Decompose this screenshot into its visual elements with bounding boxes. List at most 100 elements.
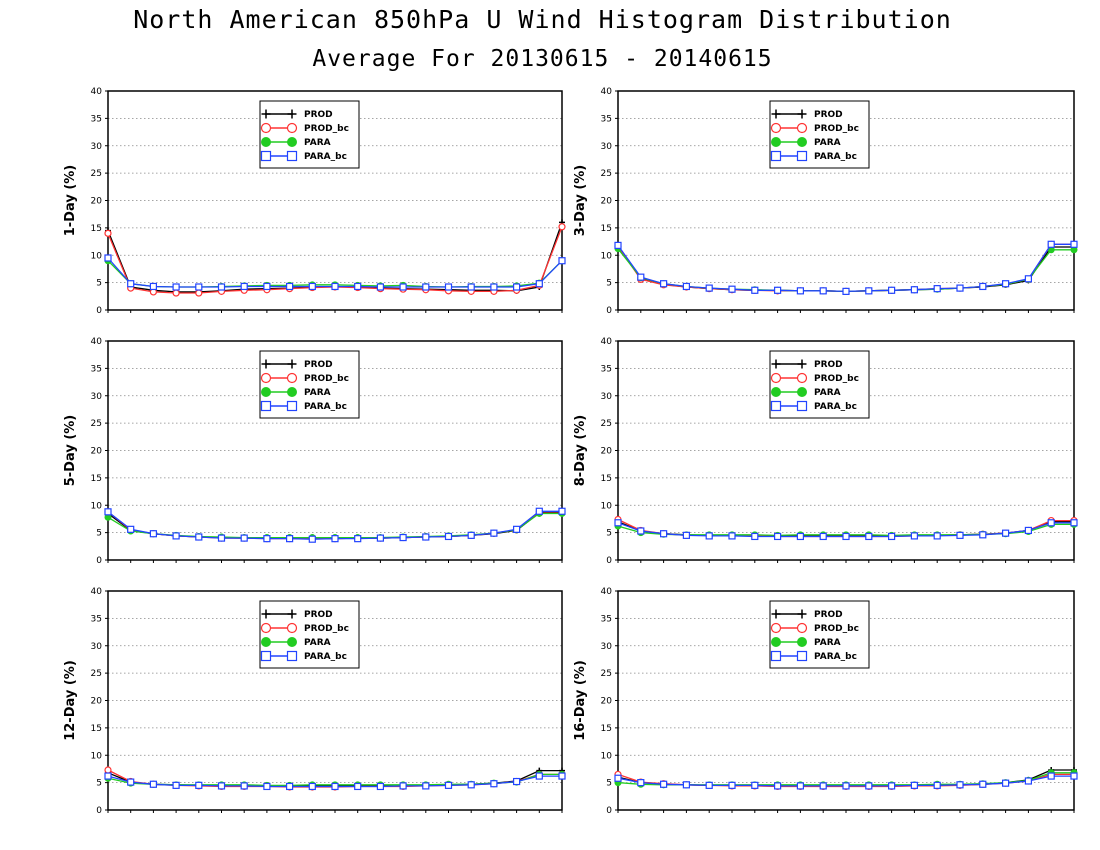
data-point xyxy=(354,535,362,543)
legend-marker xyxy=(287,359,297,369)
data-point xyxy=(956,284,964,292)
y-tick-label: 35 xyxy=(91,614,102,624)
legend-entry: PROD_bc xyxy=(304,124,349,134)
legend: PROD PROD_bc PARA PARA_bc xyxy=(259,100,360,169)
legend-marker xyxy=(260,150,272,162)
data-point xyxy=(217,283,226,291)
plot-frame xyxy=(107,340,563,561)
series-para-bc xyxy=(614,240,1078,295)
legend-marker xyxy=(261,137,271,147)
y-axis-label: 12-Day (%) xyxy=(63,660,78,741)
data-point xyxy=(796,287,805,295)
legend-marker xyxy=(286,372,298,384)
plot-frame xyxy=(107,590,563,811)
data-point xyxy=(263,782,271,791)
legend-marker xyxy=(771,637,781,647)
y-tick-label: 10 xyxy=(601,501,613,511)
legend-marker xyxy=(287,137,297,147)
chart-panel-5: 0 5 10 15 20 25 30 35 40 12-Day (%) PROD PROD_bc PAR… xyxy=(63,587,566,816)
legend-marker xyxy=(286,400,298,412)
chart-panel-2: 0 5 10 15 20 25 30 35 40 3-Day (%) PROD PROD_bc PARA… xyxy=(573,87,1078,316)
legend-box xyxy=(769,100,870,169)
data-point xyxy=(751,781,759,789)
y-tick-label: 5 xyxy=(606,279,612,289)
data-point xyxy=(127,280,135,288)
data-point xyxy=(659,780,668,788)
data-point xyxy=(887,782,896,790)
data-point xyxy=(104,766,112,774)
data-point xyxy=(728,285,736,293)
legend-marker xyxy=(771,387,781,397)
data-point xyxy=(1047,772,1055,780)
y-tick-label: 15 xyxy=(91,724,102,734)
data-point xyxy=(490,780,498,788)
data-point xyxy=(172,532,180,540)
data-point xyxy=(308,282,316,291)
y-axis-label: 5-Day (%) xyxy=(63,415,78,487)
data-point xyxy=(1001,529,1010,537)
legend-box xyxy=(769,600,870,669)
data-point xyxy=(490,529,498,537)
data-point xyxy=(399,283,407,291)
data-point xyxy=(104,254,112,262)
data-point xyxy=(1024,275,1033,283)
data-point xyxy=(865,287,873,295)
y-tick-label: 20 xyxy=(91,447,103,457)
data-point xyxy=(172,781,180,789)
y-tick-label: 40 xyxy=(91,87,103,97)
data-point xyxy=(614,519,622,527)
data-point xyxy=(422,782,430,790)
data-point xyxy=(910,532,919,540)
data-point xyxy=(331,535,339,543)
legend-box xyxy=(259,600,360,669)
data-point xyxy=(376,782,384,791)
data-point xyxy=(637,779,645,787)
data-point xyxy=(1024,777,1033,785)
data-point xyxy=(956,781,964,789)
y-tick-label: 15 xyxy=(91,474,102,484)
legend-marker xyxy=(287,609,297,619)
plot-frame xyxy=(617,340,1075,561)
legend-box xyxy=(259,100,360,169)
data-point xyxy=(331,282,339,291)
data-point xyxy=(1047,519,1055,527)
y-tick-label: 25 xyxy=(601,669,612,679)
legend-marker xyxy=(260,622,272,634)
data-point xyxy=(682,781,691,789)
data-point xyxy=(286,282,294,291)
data-point xyxy=(751,286,759,294)
y-tick-label: 30 xyxy=(601,142,613,152)
y-tick-label: 25 xyxy=(91,169,102,179)
legend-marker xyxy=(797,109,807,119)
y-tick-label: 15 xyxy=(601,224,612,234)
y-tick-label: 40 xyxy=(601,587,613,597)
data-point xyxy=(933,532,941,540)
legend-marker xyxy=(770,622,782,634)
legend-entry: PROD xyxy=(814,610,843,620)
legend-marker xyxy=(260,122,272,134)
legend-entry: PARA_bc xyxy=(304,652,347,662)
legend-entry: PARA xyxy=(304,138,331,148)
chart-title: North American 850hPa U Wind Histogram D… xyxy=(133,5,952,34)
data-point xyxy=(240,782,248,790)
data-point xyxy=(467,781,475,789)
series-para-bc xyxy=(104,507,566,543)
y-tick-label: 10 xyxy=(601,251,613,261)
y-tick-label: 5 xyxy=(96,779,102,789)
data-point xyxy=(682,282,691,291)
chart-panel-3: 0 5 10 15 20 25 30 35 40 5-Day (%) PROD PROD_bc PARA… xyxy=(63,337,566,566)
data-point xyxy=(728,532,736,540)
legend: PROD PROD_bc PARA PARA_bc xyxy=(769,100,870,169)
y-tick-label: 40 xyxy=(91,587,103,597)
chart-subtitle: Average For 20130615 - 20140615 xyxy=(312,46,773,72)
legend-entry: PARA_bc xyxy=(814,152,857,162)
data-point xyxy=(104,772,112,780)
legend-box xyxy=(259,350,360,419)
y-tick-label: 25 xyxy=(91,419,102,429)
y-axis-label: 8-Day (%) xyxy=(573,415,588,487)
legend-marker xyxy=(260,400,272,412)
y-tick-label: 40 xyxy=(601,337,613,347)
data-point xyxy=(422,283,430,291)
data-point xyxy=(614,241,622,249)
legend-entry: PARA xyxy=(814,388,841,398)
